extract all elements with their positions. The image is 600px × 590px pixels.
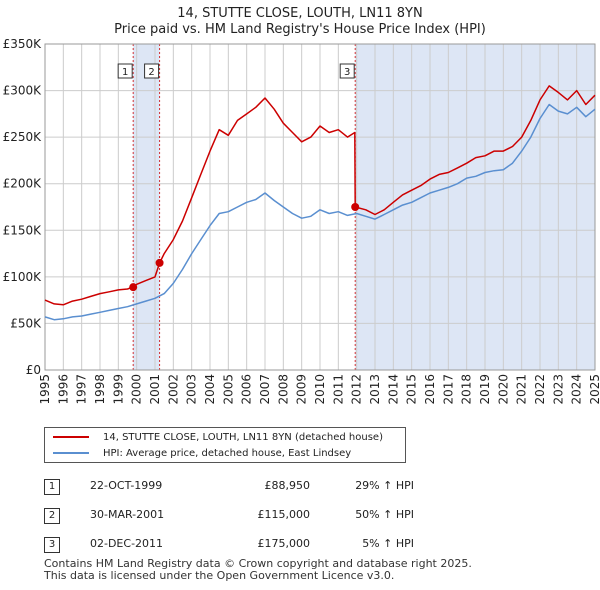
transaction-number-badge: 3 xyxy=(44,537,60,553)
legend-label-hpi: HPI: Average price, detached house, East… xyxy=(103,447,352,459)
x-tick-label: 2013 xyxy=(368,374,382,405)
table-row: 2 30-MAR-2001 £115,000 50% ↑ HPI xyxy=(44,508,424,524)
x-tick-label: 2016 xyxy=(423,374,437,405)
marker-label: 1 xyxy=(122,67,128,78)
transaction-number-badge: 2 xyxy=(44,508,60,524)
sale-point-marker xyxy=(155,258,164,267)
legend-item-property: 14, STUTTE CLOSE, LOUTH, LN11 8YN (detac… xyxy=(53,429,383,445)
y-tick-label: £0 xyxy=(26,363,41,377)
hpi-line xyxy=(44,103,596,321)
x-tick-label: 2001 xyxy=(148,374,162,405)
sale-point-marker xyxy=(351,203,360,211)
transaction-price: £88,950 xyxy=(264,479,311,492)
price-chart: £0 £50K £100K £150K £200K £250K £300K £350K 1995… xyxy=(3,37,600,405)
transaction-date: 30-MAR-2001 xyxy=(90,508,165,521)
y-tick-label: £150K xyxy=(3,223,43,237)
x-tick-label: 1998 xyxy=(93,374,107,405)
legend-item-hpi: HPI: Average price, detached house, East… xyxy=(53,445,351,461)
chart-subtitle: Price paid vs. HM Land Registry's House … xyxy=(114,22,486,37)
x-tick-label: 2025 xyxy=(588,374,600,405)
y-tick-label: £100K xyxy=(3,270,43,284)
chart-legend: 14, STUTTE CLOSE, LOUTH, LN11 8YN (detac… xyxy=(44,427,406,463)
x-tick-label: 2022 xyxy=(533,374,547,405)
x-tick-label: 2021 xyxy=(515,374,529,405)
x-tick-label: 2012 xyxy=(350,374,364,405)
x-tick-label: 1997 xyxy=(75,374,89,405)
x-tick-label: 2004 xyxy=(203,374,217,405)
transaction-price: £115,000 xyxy=(257,508,311,521)
table-row: 3 02-DEC-2011 £175,000 5% ↑ HPI xyxy=(44,537,424,553)
marker-label: 2 xyxy=(148,67,154,78)
table-row: 1 22-OCT-1999 £88,950 29% ↑ HPI xyxy=(44,479,424,495)
footer-copyright: Contains HM Land Registry data © Crown c… xyxy=(44,557,472,570)
chart-title-block: 14, STUTTE CLOSE, LOUTH, LN11 8YN Price … xyxy=(0,6,600,38)
x-tick-label: 2015 xyxy=(405,374,419,405)
x-tick-label: 2019 xyxy=(478,374,492,405)
sale-point-marker xyxy=(129,283,138,292)
x-tick-label: 2008 xyxy=(276,374,290,405)
x-tick-label: 2024 xyxy=(570,374,584,405)
x-tick-label: 2000 xyxy=(130,374,144,405)
legend-swatch-hpi xyxy=(53,452,89,454)
y-tick-label: £350K xyxy=(3,37,43,51)
marker-label-box xyxy=(144,63,160,79)
y-tick-label: £250K xyxy=(3,130,43,144)
x-tick-label: 2018 xyxy=(460,374,474,405)
shaded-period xyxy=(355,44,595,370)
y-tick-label: £50K xyxy=(10,316,42,330)
marker-label-box xyxy=(117,63,133,79)
footer-licence: This data is licensed under the Open Gov… xyxy=(44,569,395,582)
marker-label: 3 xyxy=(344,67,350,78)
x-tick-label: 1995 xyxy=(38,374,52,405)
plot-frame xyxy=(44,43,596,371)
transaction-price: £175,000 xyxy=(257,537,311,550)
x-tick-label: 2011 xyxy=(331,374,345,405)
transaction-hpi-change: 5% ↑ HPI xyxy=(362,537,414,550)
x-tick-label: 2023 xyxy=(551,374,565,405)
x-tick-label: 2020 xyxy=(496,374,510,405)
x-tick-label: 2009 xyxy=(295,374,309,405)
transaction-number-badge: 1 xyxy=(44,479,60,495)
chart-title: 14, STUTTE CLOSE, LOUTH, LN11 8YN xyxy=(177,6,423,21)
transaction-hpi-change: 29% ↑ HPI xyxy=(355,479,414,492)
x-tick-label: 1996 xyxy=(56,374,70,405)
transaction-hpi-change: 50% ↑ HPI xyxy=(355,508,414,521)
footer-notice: Contains HM Land Registry data © Crown c… xyxy=(44,558,472,582)
x-tick-label: 2007 xyxy=(258,374,272,405)
x-tick-label: 2014 xyxy=(386,374,400,405)
legend-swatch-property xyxy=(53,436,89,438)
y-tick-label: £200K xyxy=(3,177,43,191)
transaction-date: 22-OCT-1999 xyxy=(90,479,163,492)
x-tick-label: 2005 xyxy=(221,374,235,405)
x-tick-label: 2010 xyxy=(313,374,327,405)
x-tick-label: 2017 xyxy=(441,374,455,405)
y-tick-label: £300K xyxy=(3,84,43,98)
x-tick-label: 1999 xyxy=(111,374,125,405)
x-tick-label: 2003 xyxy=(185,374,199,405)
x-tick-label: 2006 xyxy=(240,374,254,405)
x-tick-label: 2002 xyxy=(166,374,180,405)
marker-label-box xyxy=(339,63,355,79)
legend-label-property: 14, STUTTE CLOSE, LOUTH, LN11 8YN (detac… xyxy=(103,431,383,443)
transaction-date: 02-DEC-2011 xyxy=(90,537,164,550)
